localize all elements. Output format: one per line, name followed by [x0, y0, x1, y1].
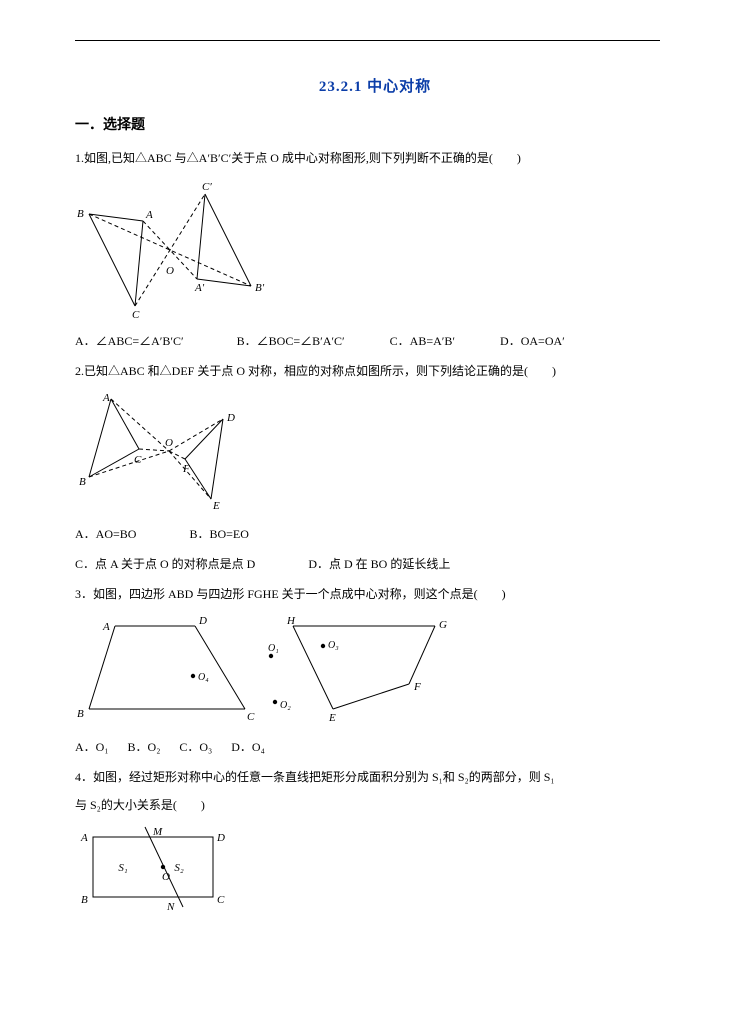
q1-opt-b: B．∠BOC=∠B′A′C′ — [237, 329, 345, 353]
q1-figure: A B C A′ B′ C′ O — [75, 176, 675, 321]
q4-text-1: 4．如图，经过矩形对称中心的任意一条直线把矩形分成面积分别为 S₁和 S₂的两部… — [75, 765, 675, 789]
svg-text:B: B — [77, 208, 84, 220]
q4-text-2: 与 S₂的大小关系是( ) — [75, 793, 675, 817]
q1-opt-a: A．∠ABC=∠A′B′C′ — [75, 329, 184, 353]
svg-text:D: D — [216, 832, 225, 844]
svg-text:B′: B′ — [255, 282, 265, 294]
svg-text:O₂: O₂ — [280, 700, 291, 711]
svg-text:O₄: O₄ — [198, 672, 209, 683]
q3-text: 3．如图，四边形 ABD 与四边形 FGHE 关于一个点成中心对称，则这个点是(… — [75, 582, 675, 606]
svg-text:C: C — [217, 894, 225, 906]
q4-figure: A D B C M N O S₁ S₂ — [75, 823, 675, 918]
svg-text:F: F — [413, 681, 421, 693]
q2-figure: A B C O F D E — [75, 389, 675, 514]
svg-text:S₂: S₂ — [174, 862, 184, 874]
q3-opt-b: B．O₂ — [128, 735, 161, 759]
svg-text:O₁: O₁ — [268, 643, 279, 654]
svg-text:H: H — [286, 615, 296, 627]
svg-text:C′: C′ — [202, 181, 212, 193]
q2-opt-b: B．BO=EO — [189, 522, 248, 546]
q3-options: A．O₁ B．O₂ C．O₃ D．O₄ — [75, 735, 675, 759]
section-1-heading: 一．选择题 — [75, 114, 675, 134]
svg-text:N: N — [166, 901, 175, 913]
svg-text:B: B — [81, 894, 88, 906]
svg-text:E: E — [328, 712, 336, 724]
top-rule — [75, 40, 660, 41]
q2-options-ab: A．AO=BO B．BO=EO — [75, 522, 675, 546]
svg-text:A′: A′ — [194, 282, 205, 294]
q3-opt-d: D．O₄ — [231, 735, 265, 759]
q3-opt-c: C．O₃ — [179, 735, 212, 759]
svg-text:O: O — [162, 871, 170, 883]
svg-text:S₁: S₁ — [118, 862, 128, 874]
q2-opt-c: C．点 A 关于点 O 的对称点是点 D — [75, 552, 255, 576]
svg-text:A: A — [80, 832, 88, 844]
q1-text: 1.如图,已知△ABC 与△A′B′C′关于点 O 成中心对称图形,则下列判断不… — [75, 146, 675, 170]
doc-title: 23.2.1 中心对称 — [75, 75, 675, 96]
svg-text:E: E — [212, 500, 220, 512]
svg-text:B: B — [79, 476, 86, 488]
q2-opt-a: A．AO=BO — [75, 522, 136, 546]
svg-text:C: C — [132, 309, 140, 321]
svg-text:G: G — [439, 619, 447, 631]
svg-text:B: B — [77, 708, 84, 720]
q1-opt-c: C．AB=A′B′ — [390, 329, 455, 353]
svg-text:C: C — [247, 711, 255, 723]
q2-options-cd: C．点 A 关于点 O 的对称点是点 D D．点 D 在 BO 的延长线上 — [75, 552, 675, 576]
svg-text:O: O — [166, 265, 174, 277]
svg-text:O: O — [165, 437, 173, 449]
svg-text:M: M — [152, 826, 163, 838]
svg-text:D: D — [226, 412, 235, 424]
svg-text:A: A — [102, 392, 110, 404]
svg-text:D: D — [198, 615, 207, 627]
svg-text:C: C — [134, 454, 142, 466]
svg-text:A: A — [102, 621, 110, 633]
q3-figure: A D B C H G E F O₄ O₁ O₃ O₂ — [75, 612, 675, 727]
svg-text:A: A — [145, 209, 153, 221]
q1-opt-d: D．OA=OA′ — [500, 329, 565, 353]
svg-text:F: F — [182, 463, 190, 475]
q3-opt-a: A．O₁ — [75, 735, 109, 759]
q2-opt-d: D．点 D 在 BO 的延长线上 — [308, 552, 450, 576]
q2-text: 2.已知△ABC 和△DEF 关于点 O 对称，相应的对称点如图所示，则下列结论… — [75, 359, 675, 383]
q1-options: A．∠ABC=∠A′B′C′ B．∠BOC=∠B′A′C′ C．AB=A′B′ … — [75, 329, 675, 353]
svg-text:O₃: O₃ — [328, 640, 339, 651]
